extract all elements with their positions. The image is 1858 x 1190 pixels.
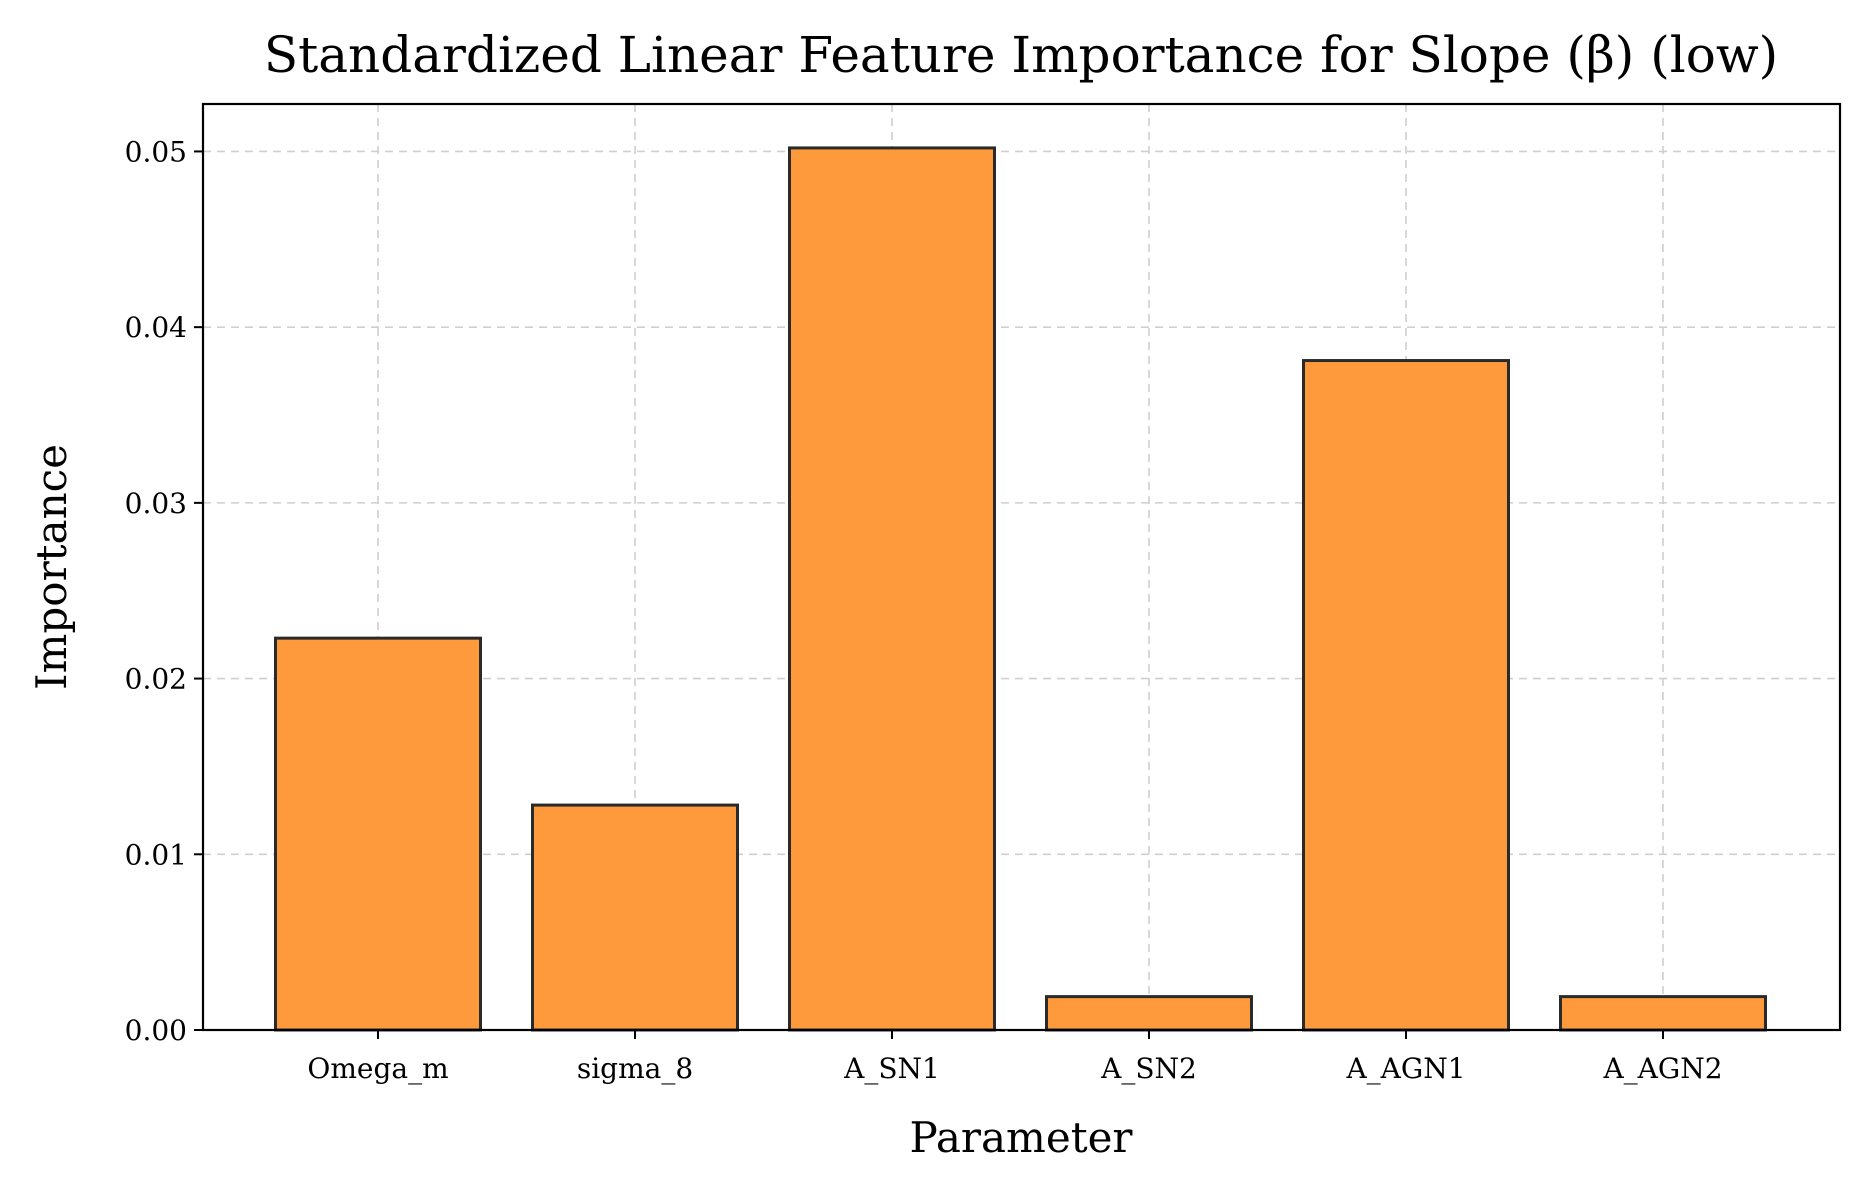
bar-omega-m	[274, 636, 482, 1032]
y-tick-label: 0.00	[125, 1014, 187, 1047]
bars	[274, 146, 1767, 1032]
y-tick-label: 0.02	[125, 663, 187, 696]
x-tick-label: A_AGN1	[1345, 1052, 1465, 1085]
y-tick-label: 0.04	[125, 311, 187, 344]
bar-a-sn2	[1045, 995, 1253, 1032]
bar-a-agn2	[1559, 995, 1767, 1032]
y-tick-label: 0.03	[125, 487, 187, 520]
x-tick-label: sigma_8	[577, 1052, 693, 1085]
y-axis-label: Importance	[27, 444, 76, 690]
bar-sigma-8	[531, 803, 739, 1032]
x-tick-label: A_SN1	[843, 1052, 940, 1085]
chart-title: Standardized Linear Feature Importance f…	[264, 26, 1778, 84]
y-tick-label: 0.01	[125, 838, 187, 871]
x-tick-label: A_AGN2	[1602, 1052, 1722, 1085]
y-tick-label: 0.05	[125, 135, 187, 168]
x-axis-label: Parameter	[909, 1113, 1133, 1162]
plot-frame	[201, 102, 1842, 1032]
bar-a-agn1	[1302, 359, 1510, 1032]
x-tick-label: A_SN2	[1100, 1052, 1197, 1085]
bar-a-sn1	[788, 146, 996, 1032]
x-tick-label: Omega_m	[307, 1052, 448, 1085]
axis-ticks: 0.00 0.01 0.02 0.03 0.04 0.05 Omega_m sigma_8 A_…	[125, 135, 1723, 1085]
